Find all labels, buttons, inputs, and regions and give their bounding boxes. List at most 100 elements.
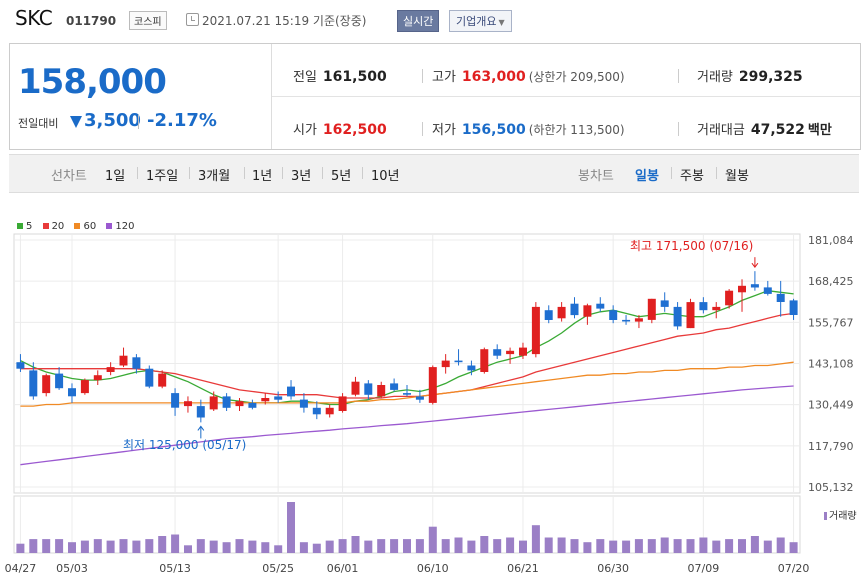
realtime-button[interactable]: 실시간: [397, 10, 440, 32]
volume-bar: [673, 539, 682, 553]
quote-panel: 158,000 전일대비 3,500 -2.17% 전일 161,500 고가 16…: [9, 43, 861, 150]
volume-bar: [209, 540, 218, 553]
volume-bar: [325, 540, 334, 553]
volume-bar: [415, 539, 424, 553]
volume-bar: [222, 542, 231, 553]
tab-weekly[interactable]: 주봉: [680, 169, 704, 184]
legend-item-ma120: 120: [106, 221, 135, 232]
candle: [622, 319, 631, 322]
tab-candle-chart[interactable]: 봉차트: [578, 169, 614, 184]
y-tick-label: 143,108: [808, 358, 854, 371]
tab-1week[interactable]: 1주일: [146, 169, 179, 184]
candle: [119, 355, 128, 366]
candle: [596, 303, 605, 309]
candle: [42, 375, 51, 394]
candle: [377, 385, 386, 397]
volume-bar: [725, 539, 734, 553]
candle: [261, 398, 270, 402]
volume-bar: [287, 502, 295, 553]
candle: [557, 306, 566, 319]
candle: [467, 365, 476, 371]
tab-10year[interactable]: 10년: [371, 169, 400, 184]
candle: [570, 303, 579, 316]
max-price-annotation: 최고 171,500 (07/16): [630, 239, 753, 253]
stock-header: SKC 011790 코스피 2021.07.21 15:19 기준(장중) 실…: [0, 0, 867, 40]
volume-bar: [596, 539, 605, 553]
ma-legend: 5 20 60 120: [17, 221, 142, 232]
open-price: 시가 162,500: [293, 122, 387, 138]
candle: [647, 298, 656, 320]
y-tick-label: 181,084: [808, 234, 854, 247]
tab-line-chart[interactable]: 선차트: [51, 169, 87, 184]
candle: [132, 357, 141, 369]
candle: [106, 367, 115, 372]
volume-bar: [261, 542, 270, 553]
candle: [93, 375, 102, 381]
company-overview-button[interactable]: 기업개요 ▼: [449, 10, 512, 32]
x-tick-label: 06/01: [327, 562, 359, 575]
volume: 거래량 299,325: [697, 69, 803, 85]
tab-1year[interactable]: 1년: [252, 169, 273, 184]
volume-bar: [158, 536, 167, 553]
volume-bar: [506, 537, 515, 553]
change-percent: -2.17%: [147, 110, 217, 131]
volume-bar: [454, 537, 463, 553]
tab-3month[interactable]: 3개월: [198, 169, 231, 184]
candle: [403, 393, 411, 395]
candle: [158, 373, 167, 387]
candle: [428, 367, 437, 403]
candle: [16, 362, 25, 369]
volume-bar: [403, 539, 411, 553]
x-tick-label: 07/20: [778, 562, 810, 575]
volume-bar: [686, 539, 695, 553]
volume-bar: [338, 539, 347, 553]
tab-1day[interactable]: 1일: [105, 169, 126, 184]
candle: [441, 360, 450, 368]
tab-daily[interactable]: 일봉: [635, 169, 659, 184]
x-tick-label: 05/03: [56, 562, 88, 575]
volume-bar: [145, 539, 154, 553]
volume-bar: [184, 545, 192, 553]
divider: [271, 44, 272, 149]
candle: [506, 350, 515, 355]
candle: [750, 284, 759, 288]
x-tick-label: 05/25: [262, 562, 294, 575]
volume-bar: [132, 540, 141, 553]
candle: [235, 401, 244, 407]
company-name: SKC: [15, 6, 53, 30]
volume-label: 거래량: [829, 510, 857, 522]
ma-line-120: [20, 385, 794, 466]
volume-bar: [351, 536, 360, 553]
volume-bar: [68, 542, 76, 553]
candle: [776, 293, 785, 302]
volume-bar: [609, 540, 618, 553]
tab-3year[interactable]: 3년: [291, 169, 312, 184]
candle: [171, 393, 180, 408]
volume-bar: [119, 539, 128, 553]
candle: [312, 407, 321, 415]
volume-bar: [583, 542, 592, 553]
volume-bar: [467, 540, 476, 553]
tab-5year[interactable]: 5년: [331, 169, 352, 184]
candle: [145, 368, 154, 387]
volume-bar: [196, 539, 205, 553]
candle: [29, 370, 38, 397]
volume-bar: [531, 525, 540, 553]
candle: [673, 306, 682, 327]
candle: [763, 287, 772, 294]
x-tick-label: 06/10: [417, 562, 449, 575]
candle: [789, 300, 798, 315]
volume-bar: [248, 540, 257, 553]
candle: [338, 396, 347, 411]
volume-bar: [789, 542, 798, 553]
candle: [222, 396, 231, 408]
volume-swatch: [824, 512, 827, 520]
change-label: 전일대비: [18, 117, 59, 130]
candle: [634, 318, 643, 322]
candle: [55, 373, 64, 389]
candle: [80, 380, 89, 394]
tab-monthly[interactable]: 월봉: [725, 169, 749, 184]
clock-icon: [186, 13, 199, 26]
high-price: 고가 163,000 (상한가 209,500): [432, 69, 625, 85]
